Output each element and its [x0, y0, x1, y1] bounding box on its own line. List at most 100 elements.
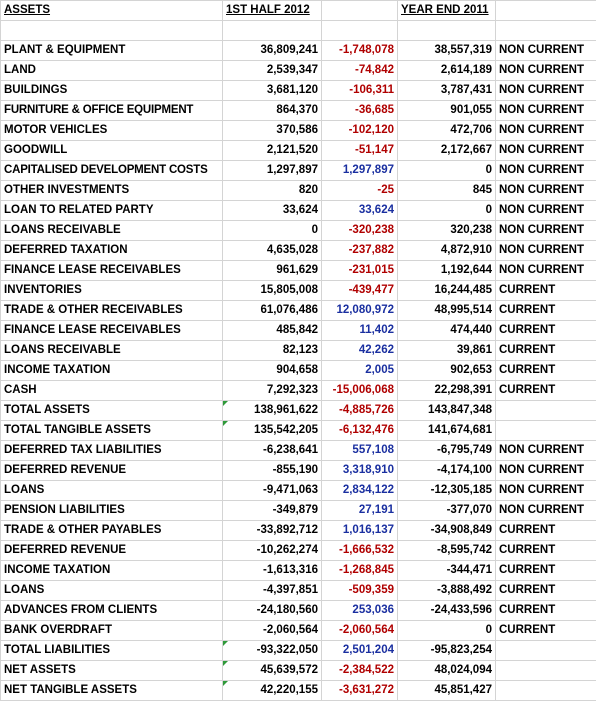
year-end-2011-cell[interactable]: 45,851,427	[397, 680, 496, 701]
change-cell[interactable]: 557,108	[321, 440, 398, 461]
row-label-cell[interactable]: DEFERRED REVENUE	[0, 460, 223, 481]
first-half-2012-cell[interactable]: 36,809,241	[222, 40, 322, 61]
year-end-2011-cell[interactable]: -6,795,749	[397, 440, 496, 461]
first-half-2012-cell[interactable]: 370,586	[222, 120, 322, 141]
change-cell[interactable]: -51,147	[321, 140, 398, 161]
change-cell[interactable]: 1,016,137	[321, 520, 398, 541]
blank-cell[interactable]	[321, 20, 398, 41]
row-label-cell[interactable]: NET TANGIBLE ASSETS	[0, 680, 223, 701]
first-half-2012-cell[interactable]: 1,297,897	[222, 160, 322, 181]
row-label-cell[interactable]: TRADE & OTHER PAYABLES	[0, 520, 223, 541]
row-label-cell[interactable]: INCOME TAXATION	[0, 560, 223, 581]
row-label-cell[interactable]: FURNITURE & OFFICE EQUIPMENT	[0, 100, 223, 121]
change-cell[interactable]: -25	[321, 180, 398, 201]
change-cell[interactable]: -237,882	[321, 240, 398, 261]
row-label-cell[interactable]: INVENTORIES	[0, 280, 223, 301]
classification-cell[interactable]	[495, 640, 596, 661]
classification-cell[interactable]	[495, 660, 596, 681]
year-end-2011-cell[interactable]: 22,298,391	[397, 380, 496, 401]
row-label-cell[interactable]: LOANS RECEIVABLE	[0, 220, 223, 241]
year-end-2011-cell[interactable]: 39,861	[397, 340, 496, 361]
classification-cell[interactable]: CURRENT	[495, 360, 596, 381]
classification-cell[interactable]: CURRENT	[495, 340, 596, 361]
row-label-cell[interactable]: TOTAL TANGIBLE ASSETS	[0, 420, 223, 441]
year-end-2011-cell[interactable]: -12,305,185	[397, 480, 496, 501]
first-half-2012-cell[interactable]: 4,635,028	[222, 240, 322, 261]
year-end-2011-cell[interactable]: 2,172,667	[397, 140, 496, 161]
header-cell-first-half-2012[interactable]: 1ST HALF 2012	[222, 0, 322, 21]
first-half-2012-cell[interactable]: -9,471,063	[222, 480, 322, 501]
change-cell[interactable]: 1,297,897	[321, 160, 398, 181]
first-half-2012-cell[interactable]: 61,076,486	[222, 300, 322, 321]
first-half-2012-cell[interactable]: -855,190	[222, 460, 322, 481]
year-end-2011-cell[interactable]: 2,614,189	[397, 60, 496, 81]
row-label-cell[interactable]: FINANCE LEASE RECEIVABLES	[0, 320, 223, 341]
change-cell[interactable]: -6,132,476	[321, 420, 398, 441]
first-half-2012-cell[interactable]: 485,842	[222, 320, 322, 341]
row-label-cell[interactable]: FINANCE LEASE RECEIVABLES	[0, 260, 223, 281]
year-end-2011-cell[interactable]: -4,174,100	[397, 460, 496, 481]
year-end-2011-cell[interactable]: 48,024,094	[397, 660, 496, 681]
classification-cell[interactable]: CURRENT	[495, 300, 596, 321]
row-label-cell[interactable]: LOANS	[0, 480, 223, 501]
year-end-2011-cell[interactable]: 48,995,514	[397, 300, 496, 321]
year-end-2011-cell[interactable]: -377,070	[397, 500, 496, 521]
first-half-2012-cell[interactable]: 864,370	[222, 100, 322, 121]
row-label-cell[interactable]: LOAN TO RELATED PARTY	[0, 200, 223, 221]
row-label-cell[interactable]: TOTAL ASSETS	[0, 400, 223, 421]
classification-cell[interactable]: CURRENT	[495, 580, 596, 601]
blank-cell[interactable]	[0, 20, 223, 41]
first-half-2012-cell[interactable]: 2,539,347	[222, 60, 322, 81]
row-label-cell[interactable]: DEFERRED TAX LIABILITIES	[0, 440, 223, 461]
first-half-2012-cell[interactable]: 33,624	[222, 200, 322, 221]
change-cell[interactable]: 42,262	[321, 340, 398, 361]
change-cell[interactable]: 3,318,910	[321, 460, 398, 481]
year-end-2011-cell[interactable]: 141,674,681	[397, 420, 496, 441]
change-cell[interactable]: 253,036	[321, 600, 398, 621]
classification-cell[interactable]: NON CURRENT	[495, 220, 596, 241]
classification-cell[interactable]: NON CURRENT	[495, 480, 596, 501]
year-end-2011-cell[interactable]: 320,238	[397, 220, 496, 241]
row-label-cell[interactable]: INCOME TAXATION	[0, 360, 223, 381]
first-half-2012-cell[interactable]: -1,613,316	[222, 560, 322, 581]
year-end-2011-cell[interactable]: -95,823,254	[397, 640, 496, 661]
change-cell[interactable]: -102,120	[321, 120, 398, 141]
change-cell[interactable]: -2,060,564	[321, 620, 398, 641]
change-cell[interactable]: -3,631,272	[321, 680, 398, 701]
row-label-cell[interactable]: NET ASSETS	[0, 660, 223, 681]
first-half-2012-cell[interactable]: 904,658	[222, 360, 322, 381]
year-end-2011-cell[interactable]: -8,595,742	[397, 540, 496, 561]
row-label-cell[interactable]: LAND	[0, 60, 223, 81]
blank-cell[interactable]	[397, 20, 496, 41]
classification-cell[interactable]: CURRENT	[495, 620, 596, 641]
change-cell[interactable]: -439,477	[321, 280, 398, 301]
year-end-2011-cell[interactable]: 472,706	[397, 120, 496, 141]
year-end-2011-cell[interactable]: 845	[397, 180, 496, 201]
classification-cell[interactable]: NON CURRENT	[495, 440, 596, 461]
year-end-2011-cell[interactable]: 0	[397, 200, 496, 221]
change-cell[interactable]: -1,268,845	[321, 560, 398, 581]
row-label-cell[interactable]: BANK OVERDRAFT	[0, 620, 223, 641]
classification-cell[interactable]: CURRENT	[495, 380, 596, 401]
year-end-2011-cell[interactable]: 38,557,319	[397, 40, 496, 61]
first-half-2012-cell[interactable]: -10,262,274	[222, 540, 322, 561]
classification-cell[interactable]: NON CURRENT	[495, 200, 596, 221]
change-cell[interactable]: -2,384,522	[321, 660, 398, 681]
year-end-2011-cell[interactable]: -344,471	[397, 560, 496, 581]
classification-cell[interactable]: NON CURRENT	[495, 260, 596, 281]
header-cell-year-end-2011[interactable]: YEAR END 2011	[397, 0, 496, 21]
first-half-2012-cell[interactable]: 2,121,520	[222, 140, 322, 161]
row-label-cell[interactable]: LOANS	[0, 580, 223, 601]
year-end-2011-cell[interactable]: 0	[397, 620, 496, 641]
change-cell[interactable]: -1,748,078	[321, 40, 398, 61]
change-cell[interactable]: 2,834,122	[321, 480, 398, 501]
row-label-cell[interactable]: BUILDINGS	[0, 80, 223, 101]
classification-cell[interactable]: NON CURRENT	[495, 160, 596, 181]
row-label-cell[interactable]: CAPITALISED DEVELOPMENT COSTS	[0, 160, 223, 181]
change-cell[interactable]: -15,006,068	[321, 380, 398, 401]
classification-cell[interactable]: NON CURRENT	[495, 500, 596, 521]
year-end-2011-cell[interactable]: -3,888,492	[397, 580, 496, 601]
year-end-2011-cell[interactable]: -34,908,849	[397, 520, 496, 541]
classification-cell[interactable]: NON CURRENT	[495, 60, 596, 81]
row-label-cell[interactable]: DEFERRED REVENUE	[0, 540, 223, 561]
